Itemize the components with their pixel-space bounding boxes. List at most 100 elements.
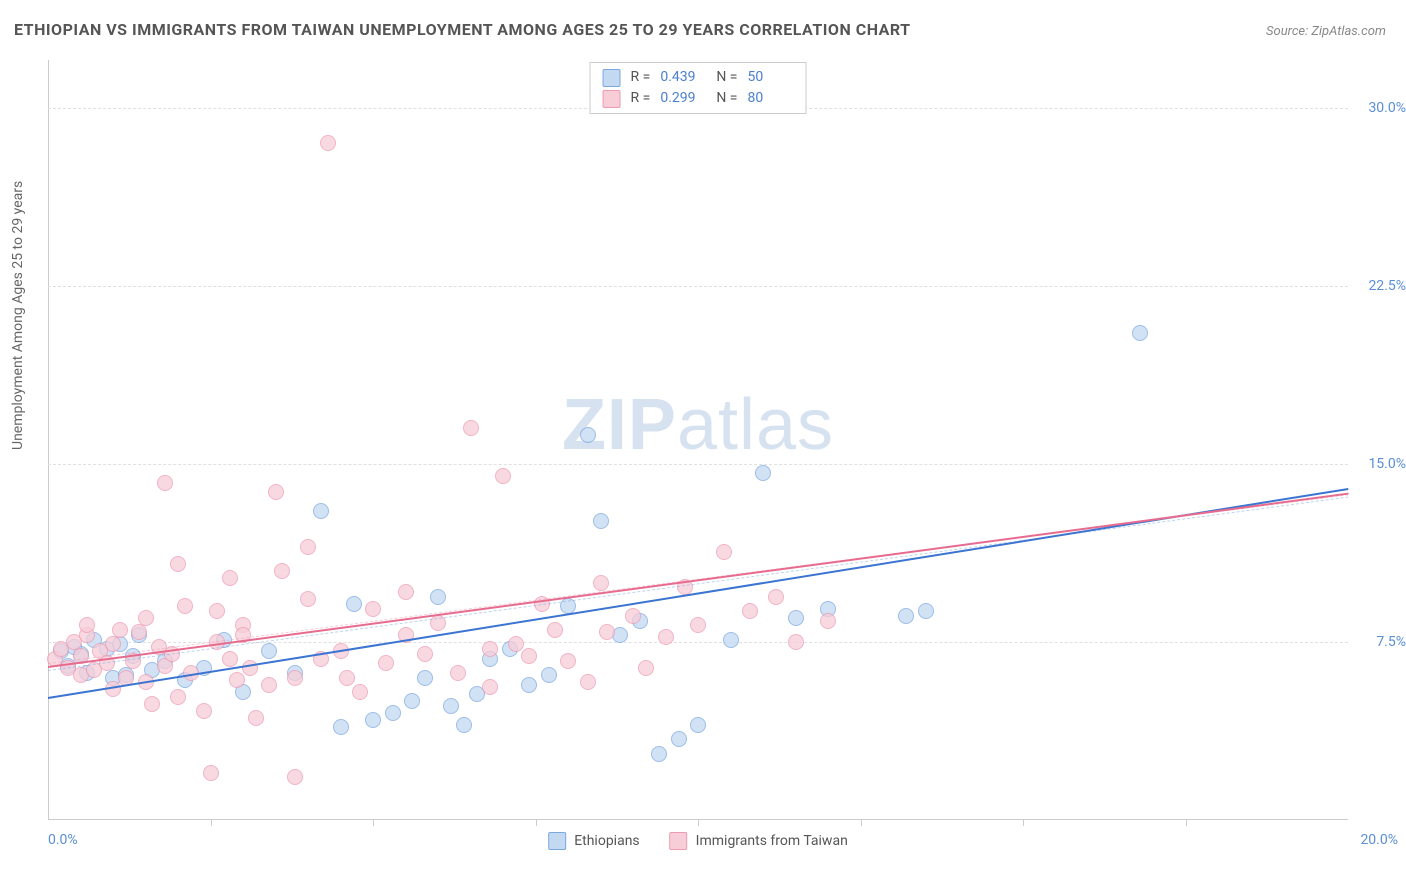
data-point [560, 653, 576, 669]
x-tick [698, 820, 699, 826]
y-tick-label: 15.0% [1368, 456, 1406, 472]
data-point [261, 677, 277, 693]
data-point [300, 591, 316, 607]
data-point [365, 712, 381, 728]
data-point [242, 660, 258, 676]
data-point [417, 670, 433, 686]
watermark: ZIPatlas [562, 384, 834, 466]
stats-row-taiwan: R = 0.299 N = 80 [603, 88, 794, 109]
data-point [541, 667, 557, 683]
data-point [1132, 325, 1148, 341]
data-point [248, 710, 264, 726]
data-point [430, 589, 446, 605]
y-tick-label: 30.0% [1368, 100, 1406, 116]
data-point [593, 513, 609, 529]
data-point [287, 670, 303, 686]
x-tick-max: 20.0% [1360, 832, 1398, 848]
data-point [222, 651, 238, 667]
plot-area: ZIPatlas 7.5%15.0%22.5%30.0% 0.0% 20.0% … [48, 60, 1348, 820]
data-point [820, 613, 836, 629]
data-point [300, 539, 316, 555]
data-point [417, 646, 433, 662]
gridline [48, 464, 1348, 465]
data-point [157, 475, 173, 491]
data-point [768, 589, 784, 605]
data-point [443, 698, 459, 714]
x-tick-min: 0.0% [48, 832, 78, 848]
x-tick [211, 820, 212, 826]
data-point [261, 643, 277, 659]
data-point [521, 677, 537, 693]
trend-dash [48, 497, 1348, 671]
data-point [398, 584, 414, 600]
stats-row-ethiopians: R = 0.439 N = 50 [603, 67, 794, 88]
data-point [898, 608, 914, 624]
data-point [547, 622, 563, 638]
data-point [580, 427, 596, 443]
data-point [79, 617, 95, 633]
data-point [404, 693, 420, 709]
data-point [352, 684, 368, 700]
data-point [599, 624, 615, 640]
data-point [229, 672, 245, 688]
data-point [788, 610, 804, 626]
data-point [723, 632, 739, 648]
y-tick-label: 22.5% [1368, 278, 1406, 294]
data-point [521, 648, 537, 664]
chart-title: ETHIOPIAN VS IMMIGRANTS FROM TAIWAN UNEM… [14, 20, 911, 39]
data-point [313, 503, 329, 519]
legend-swatch-ethiopians [548, 832, 566, 850]
data-point [450, 665, 466, 681]
correlation-chart: ETHIOPIAN VS IMMIGRANTS FROM TAIWAN UNEM… [0, 0, 1406, 892]
data-point [463, 420, 479, 436]
legend-item-taiwan: Immigrants from Taiwan [670, 832, 848, 850]
data-point [690, 617, 706, 633]
data-point [268, 484, 284, 500]
data-point [131, 624, 147, 640]
data-point [671, 731, 687, 747]
x-tick [1023, 820, 1024, 826]
data-point [112, 622, 128, 638]
data-point [482, 679, 498, 695]
data-point [788, 634, 804, 650]
data-point [365, 601, 381, 617]
data-point [690, 717, 706, 733]
data-point [287, 769, 303, 785]
x-tick [536, 820, 537, 826]
data-point [755, 465, 771, 481]
swatch-taiwan [603, 90, 621, 108]
x-tick [861, 820, 862, 826]
stats-legend: R = 0.439 N = 50 R = 0.299 N = 80 [590, 62, 807, 114]
data-point [333, 719, 349, 735]
y-axis-label: Unemployment Among Ages 25 to 29 years [10, 181, 26, 450]
data-point [346, 596, 362, 612]
data-point [651, 746, 667, 762]
data-point [138, 610, 154, 626]
data-point [742, 603, 758, 619]
y-axis [48, 60, 49, 820]
data-point [508, 636, 524, 652]
data-point [222, 570, 238, 586]
data-point [274, 563, 290, 579]
gridline [48, 286, 1348, 287]
x-tick [373, 820, 374, 826]
data-point [378, 655, 394, 671]
legend-item-ethiopians: Ethiopians [548, 832, 639, 850]
data-point [196, 703, 212, 719]
swatch-ethiopians [603, 69, 621, 87]
data-point [625, 608, 641, 624]
data-point [203, 765, 219, 781]
data-point [658, 629, 674, 645]
data-point [177, 598, 193, 614]
y-tick-label: 7.5% [1376, 634, 1406, 650]
data-point [144, 696, 160, 712]
data-point [170, 556, 186, 572]
data-point [105, 636, 121, 652]
data-point [495, 468, 511, 484]
x-tick [1186, 820, 1187, 826]
data-point [456, 717, 472, 733]
data-point [580, 674, 596, 690]
data-point [339, 670, 355, 686]
series-legend: Ethiopians Immigrants from Taiwan [548, 832, 848, 850]
data-point [638, 660, 654, 676]
